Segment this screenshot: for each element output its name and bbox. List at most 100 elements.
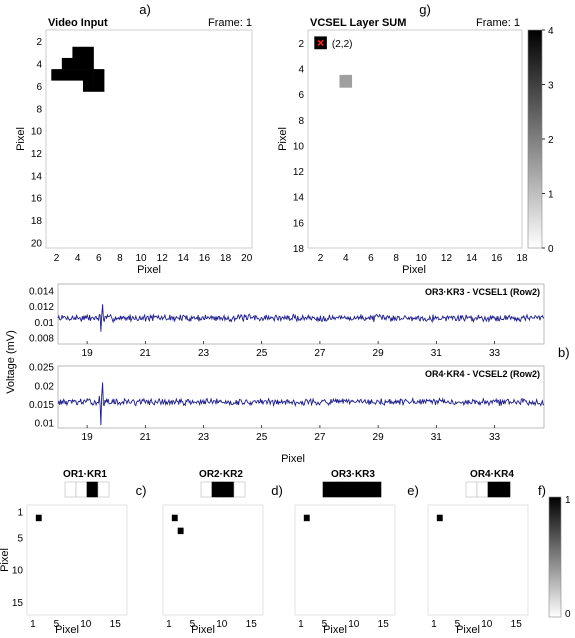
panel-g-xtick-8: 8 [393, 253, 399, 264]
kernel-cbar-tick-0: 0 [565, 609, 571, 620]
panel-b-ytick-1-1: 0.015 [29, 400, 54, 411]
panel-a-xtick-8: 8 [117, 253, 123, 264]
panel-a-ylabel: Pixel [15, 127, 27, 151]
panel-g-cbar-tick-0: 0 [548, 244, 554, 255]
panel-a-title: Video Input [48, 17, 108, 29]
panel-g-ytick-8: 8 [298, 116, 304, 127]
kernel-letter-2: e) [407, 483, 419, 498]
panel-g-xtick-2: 2 [318, 253, 324, 264]
panel-a-ticks: 2 4 6 8 10 12 14 16 18 20 2 4 6 8 10 12 14 16 18 20 [31, 37, 253, 264]
panel-g-marker-stroke-2 [317, 39, 324, 46]
panel-a-ytick-6: 6 [36, 82, 42, 93]
panel-a-xtick-12: 12 [157, 253, 169, 264]
kernel-bar-cell-0-0 [64, 481, 77, 498]
kernel-pixel-3-0 [436, 514, 443, 522]
panel-b-xtick-1-23: 23 [198, 432, 210, 443]
kernel-pixel-2-0 [303, 514, 310, 522]
kernel-title-2: OR3·KR3 [331, 469, 375, 480]
panel-b-letter: b) [558, 345, 570, 360]
panel-a-ytick-8: 8 [36, 104, 42, 115]
kernel-bar-cell-2-3 [366, 481, 382, 498]
kernel-xtick-0-1: 1 [30, 619, 36, 630]
kernel-bar-cell-2-1 [337, 481, 353, 498]
kernel-xtick-2-5: 5 [322, 619, 328, 630]
panel-b-xtick-1-19: 19 [82, 432, 94, 443]
panel-g-xtick-16: 16 [491, 253, 503, 264]
panel-g-colorbar [527, 29, 543, 249]
kernel-letter-0: c) [136, 483, 147, 498]
panel-b-trace-label-0: OR3·KR3 - VCSEL1 (Row2) [425, 287, 540, 297]
kernel-pixel-1-1 [177, 527, 184, 535]
panel-a-pixel-0 [72, 46, 84, 59]
kernel-bar-cell-0-3 [97, 481, 110, 498]
panel-a-pixel-5 [51, 69, 63, 81]
panel-g-xtick-12: 12 [441, 253, 453, 264]
panel-a-pixel-2 [61, 57, 73, 70]
panel-b-xtick-1-27: 27 [314, 432, 326, 443]
panel-a-pixel-11 [93, 80, 105, 92]
panel-b-box-1 [57, 365, 545, 429]
panel-b-line-1 [57, 382, 545, 426]
kernel-ytick-0-10: 10 [12, 566, 24, 577]
panel-g-title: VCSEL Layer SUM [310, 17, 406, 29]
kernel-letter-1: d) [271, 483, 283, 498]
panel-g-cells: (2,2) [314, 36, 352, 88]
kernel-frame-2 [294, 504, 396, 616]
kernel-xtick-0-10: 10 [80, 619, 92, 630]
kernel-xlabel-3: Pixel [456, 624, 480, 636]
kernel-ytick-0-15: 15 [12, 598, 24, 609]
panel-g-ytick-14: 14 [293, 193, 305, 204]
kernel-xtick-0-15: 15 [110, 619, 122, 630]
panel-a-ytick-4: 4 [36, 60, 42, 71]
panel-g-ytick-2: 2 [298, 39, 304, 50]
kernel-title-1: OR2·KR2 [199, 469, 243, 480]
kernel-bar-cell-1-2 [222, 481, 235, 498]
panel-a-frame-label: Frame: 1 [208, 17, 252, 29]
kernel-xlabel-2: Pixel [323, 624, 347, 636]
panel-b-xtick-0-25: 25 [256, 348, 268, 359]
kernel-frame-1 [162, 504, 264, 616]
panel-g-cbar-tick-4: 4 [548, 26, 554, 37]
panel-a-letter: a) [139, 2, 151, 17]
kernel-xtick-0-5: 5 [54, 619, 60, 630]
kernel-bar-cell-3-2 [487, 481, 500, 498]
kernel-xtick-1-15: 15 [246, 619, 258, 630]
kernel-bar-cell-0-2 [86, 481, 99, 498]
panel-g-ytick-6: 6 [298, 90, 304, 101]
panel-a-xtick-10: 10 [136, 253, 148, 264]
panel-b-ylabel: Voltage (mV) [5, 330, 17, 394]
panel-g-xlabel: Pixel [402, 264, 426, 276]
panel-b-xtick-0-33: 33 [489, 348, 501, 359]
kernel-bar-cell-3-1 [476, 481, 489, 498]
panel-a-video-input: Video Input Frame: 1 a) Pixel Pixel 2 4 6 8… [15, 2, 253, 276]
panel-a-ytick-2: 2 [36, 37, 42, 48]
panel-b-ytick-0-1: 0.01 [35, 318, 55, 329]
panel-b-xlabel: Pixel [281, 453, 305, 465]
kernel-xtick-1-5: 5 [190, 619, 196, 630]
kernel-xtick-3-15: 15 [511, 619, 523, 630]
kernel-xtick-3-1: 1 [431, 619, 437, 630]
panel-a-pixel-8 [82, 69, 94, 81]
kernel-title-3: OR4·KR4 [470, 469, 514, 480]
panel-b-trace-1: OR3·KR3 - VCSEL1 (Row2) 0.008 0.01 0.012 0.0… [29, 283, 545, 359]
kernel-frame-3 [427, 504, 529, 616]
panel-b-xtick-0-29: 29 [373, 348, 385, 359]
kernel-xtick-1-1: 1 [166, 619, 172, 630]
panel-b-ytick-1-2: 0.02 [35, 381, 55, 392]
kernel-xtick-2-10: 10 [348, 619, 360, 630]
panel-b-xtick-0-19: 19 [82, 348, 94, 359]
panel-g-ytick-12: 12 [293, 167, 305, 178]
panel-g-frame [307, 29, 523, 249]
panel-g-vcsel-layer-sum: VCSEL Layer SUM Frame: 1 g) Pixel Pixel … [277, 2, 554, 276]
kernel-pixel-0-0 [35, 514, 42, 522]
panel-a-pixel-10 [82, 80, 94, 92]
kernel-xtick-2-15: 15 [378, 619, 390, 630]
panel-b-xtick-1-33: 33 [489, 432, 501, 443]
panel-b-xtick-1-25: 25 [256, 432, 268, 443]
panel-a-ytick-14: 14 [31, 171, 43, 182]
